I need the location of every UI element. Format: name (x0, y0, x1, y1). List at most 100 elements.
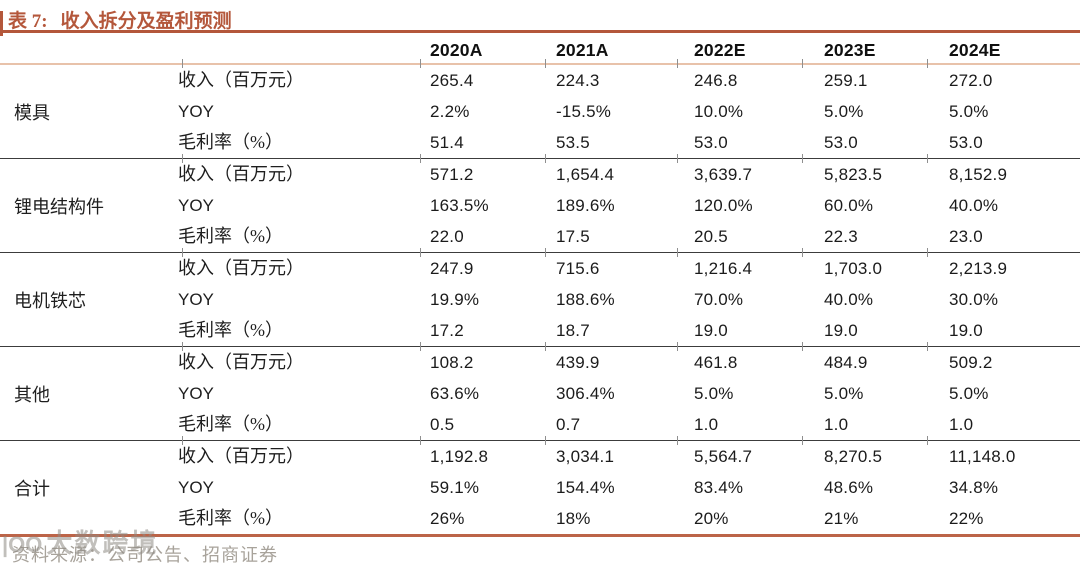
column-header-2021a: 2021A (556, 40, 609, 60)
value-cell: 20% (694, 509, 729, 528)
value-cell: 30.0% (949, 290, 999, 309)
value-cell: 188.6% (556, 290, 615, 309)
group-label: 其他 (14, 384, 50, 405)
table-group: 其他 收入（百万元） 108.2 439.9 461.8 484.9 509.2 YOY 63.… (0, 347, 1080, 440)
value-cell: 21% (824, 509, 859, 528)
value-cell: 1,192.8 (430, 447, 489, 466)
value-cell: 59.1% (430, 478, 480, 497)
value-cell: 70.0% (694, 290, 744, 309)
column-boundary-tick (802, 154, 803, 163)
table-group: 模具 收入（百万元） 265.4 224.3 246.8 259.1 272.0 YOY 2.2… (0, 65, 1080, 158)
value-cell: 1.0 (824, 415, 849, 434)
value-cell: 259.1 (824, 71, 868, 90)
value-cell: 272.0 (949, 71, 993, 90)
value-cell: 22% (949, 509, 984, 528)
value-cell: 5.0% (949, 102, 989, 121)
value-cell: 265.4 (430, 71, 474, 90)
column-header-2020a: 2020A (430, 40, 483, 60)
table-number: 表 7: (8, 11, 48, 32)
table-group: 电机铁芯 收入（百万元） 247.9 715.6 1,216.4 1,703.0 2,213… (0, 253, 1080, 346)
value-cell: 20.5 (694, 227, 728, 246)
column-header-2024e: 2024E (949, 40, 1001, 60)
column-boundary-tick (182, 248, 183, 257)
value-cell: 40.0% (824, 290, 874, 309)
value-cell: 11,148.0 (949, 447, 1016, 466)
metric-label: YOY (178, 384, 214, 403)
value-cell: 509.2 (949, 353, 993, 372)
value-cell: 2.2% (430, 102, 470, 121)
value-cell: 571.2 (430, 165, 474, 184)
group-separator (0, 248, 1080, 257)
column-boundary-tick (677, 436, 678, 445)
value-cell: 1,703.0 (824, 259, 883, 278)
column-boundary-tick (545, 342, 546, 351)
value-cell: 19.9% (430, 290, 480, 309)
table-title-text: 收入拆分及盈利预测 (60, 11, 232, 32)
title-rule (0, 30, 1080, 33)
value-cell: 5.0% (824, 102, 864, 121)
group-label: 锂电结构件 (14, 196, 104, 217)
watermark: |OO 大数跨境 (2, 523, 158, 560)
column-boundary-tick (420, 342, 421, 351)
column-boundary-tick (802, 436, 803, 445)
value-cell: 23.0 (949, 227, 983, 246)
column-boundary-tick (545, 248, 546, 257)
value-cell: 1,654.4 (556, 165, 615, 184)
column-boundary-tick (927, 248, 928, 257)
metric-label: YOY (178, 290, 214, 309)
watermark-logo-icon: |OO (2, 532, 43, 557)
value-cell: 22.0 (430, 227, 464, 246)
column-boundary-tick (182, 342, 183, 351)
value-cell: 1.0 (949, 415, 974, 434)
metric-label: 毛利率（%） (178, 320, 283, 340)
value-cell: 19.0 (694, 321, 728, 340)
column-boundary-tick (420, 248, 421, 257)
column-header-2023e: 2023E (824, 40, 876, 60)
column-boundary-tick (927, 436, 928, 445)
column-boundary-tick (420, 59, 421, 68)
column-boundary-tick (182, 154, 183, 163)
page-edge-mark (0, 11, 3, 36)
column-boundary-tick (927, 342, 928, 351)
value-cell: 48.6% (824, 478, 874, 497)
value-cell: 8,152.9 (949, 165, 1008, 184)
value-cell: 53.0 (949, 133, 983, 152)
value-cell: 8,270.5 (824, 447, 883, 466)
value-cell: 40.0% (949, 196, 999, 215)
table-group: 锂电结构件 收入（百万元） 571.2 1,654.4 3,639.7 5,823.5 8,… (0, 159, 1080, 252)
value-cell: 5,823.5 (824, 165, 883, 184)
value-cell: 19.0 (949, 321, 983, 340)
value-cell: 53.0 (694, 133, 728, 152)
value-cell: 60.0% (824, 196, 874, 215)
column-boundary-tick (420, 154, 421, 163)
column-boundary-tick (677, 59, 678, 68)
value-cell: 484.9 (824, 353, 868, 372)
value-cell: 18.7 (556, 321, 590, 340)
group-label: 模具 (14, 102, 50, 123)
value-cell: 34.8% (949, 478, 999, 497)
value-cell: 120.0% (694, 196, 753, 215)
value-cell: 5.0% (694, 384, 734, 403)
group-label: 电机铁芯 (14, 290, 86, 311)
value-cell: 2,213.9 (949, 259, 1008, 278)
table-header-row: 2020A 2021A 2022E 2023E 2024E (0, 33, 1080, 63)
metric-label: 毛利率（%） (178, 414, 283, 434)
value-cell: 0.7 (556, 415, 581, 434)
table-body: 模具 收入（百万元） 265.4 224.3 246.8 259.1 272.0 YOY 2.2… (0, 65, 1080, 534)
group-label: 合计 (14, 478, 50, 499)
metric-label: 毛利率（%） (178, 132, 283, 152)
value-cell: 3,639.7 (694, 165, 753, 184)
column-boundary-tick (927, 59, 928, 68)
value-cell: 5.0% (824, 384, 864, 403)
value-cell: 0.5 (430, 415, 455, 434)
metric-label: 收入（百万元） (178, 352, 304, 372)
metric-label: 收入（百万元） (178, 446, 304, 466)
group-separator (0, 436, 1080, 445)
column-boundary-tick (545, 59, 546, 68)
value-cell: 63.6% (430, 384, 480, 403)
value-cell: 163.5% (430, 196, 489, 215)
value-cell: 17.2 (430, 321, 464, 340)
value-cell: 5.0% (949, 384, 989, 403)
bottom-rule (0, 534, 1080, 537)
